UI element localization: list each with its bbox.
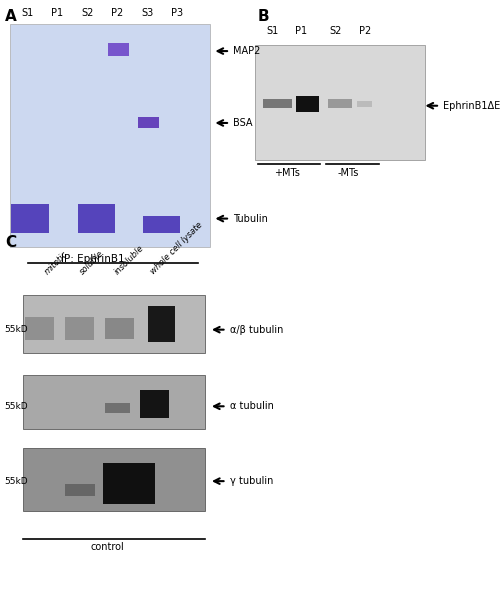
Bar	[25, 317, 54, 340]
Bar	[78, 204, 115, 233]
Bar	[142, 216, 180, 233]
Bar	[138, 117, 159, 128]
Text: B: B	[258, 9, 269, 24]
Text: IP: EphrinB1: IP: EphrinB1	[60, 254, 124, 264]
Text: C: C	[5, 235, 16, 249]
Text: soluble: soluble	[78, 249, 105, 276]
Text: -MTs: -MTs	[338, 168, 358, 178]
Bar	[148, 306, 175, 342]
Text: S1: S1	[266, 26, 278, 36]
Text: 55kD: 55kD	[4, 476, 28, 486]
Bar	[108, 43, 128, 56]
Bar	[22, 295, 205, 353]
Bar	[10, 24, 210, 247]
Bar	[262, 99, 292, 108]
Text: P2: P2	[359, 26, 371, 36]
Bar	[105, 318, 134, 339]
Text: P1: P1	[295, 26, 307, 36]
Bar	[102, 463, 155, 504]
Bar	[22, 448, 205, 511]
Text: P2: P2	[112, 8, 124, 18]
Bar	[296, 96, 318, 112]
Text: +MTs: +MTs	[274, 168, 299, 178]
Text: control: control	[90, 542, 124, 552]
Text: BSA: BSA	[234, 118, 253, 128]
Text: P3: P3	[172, 8, 183, 18]
Text: insoluble: insoluble	[112, 243, 146, 276]
Text: S2: S2	[330, 26, 342, 36]
Text: α tubulin: α tubulin	[230, 402, 274, 411]
Text: γ tubulin: γ tubulin	[230, 476, 274, 486]
Text: S2: S2	[82, 8, 94, 18]
Text: S3: S3	[142, 8, 154, 18]
Bar	[22, 375, 205, 429]
Bar	[255, 45, 425, 160]
Bar	[105, 403, 130, 413]
Text: MAP2: MAP2	[234, 46, 261, 56]
Text: P1: P1	[52, 8, 64, 18]
Bar	[65, 484, 95, 496]
Text: EphrinB1ΔED: EphrinB1ΔED	[444, 101, 500, 110]
Text: whole cell lysate: whole cell lysate	[149, 220, 204, 276]
Bar	[11, 204, 49, 233]
Bar	[65, 317, 94, 340]
Text: Tubulin: Tubulin	[234, 214, 268, 223]
Bar	[357, 101, 372, 107]
Bar	[140, 390, 169, 418]
Text: S1: S1	[22, 8, 34, 18]
Text: 55kD: 55kD	[4, 325, 28, 334]
Text: α/β tubulin: α/β tubulin	[230, 325, 283, 334]
Bar	[328, 99, 351, 108]
Text: mitotic: mitotic	[42, 249, 70, 276]
Text: A: A	[5, 9, 17, 24]
Text: 55kD: 55kD	[4, 402, 28, 411]
